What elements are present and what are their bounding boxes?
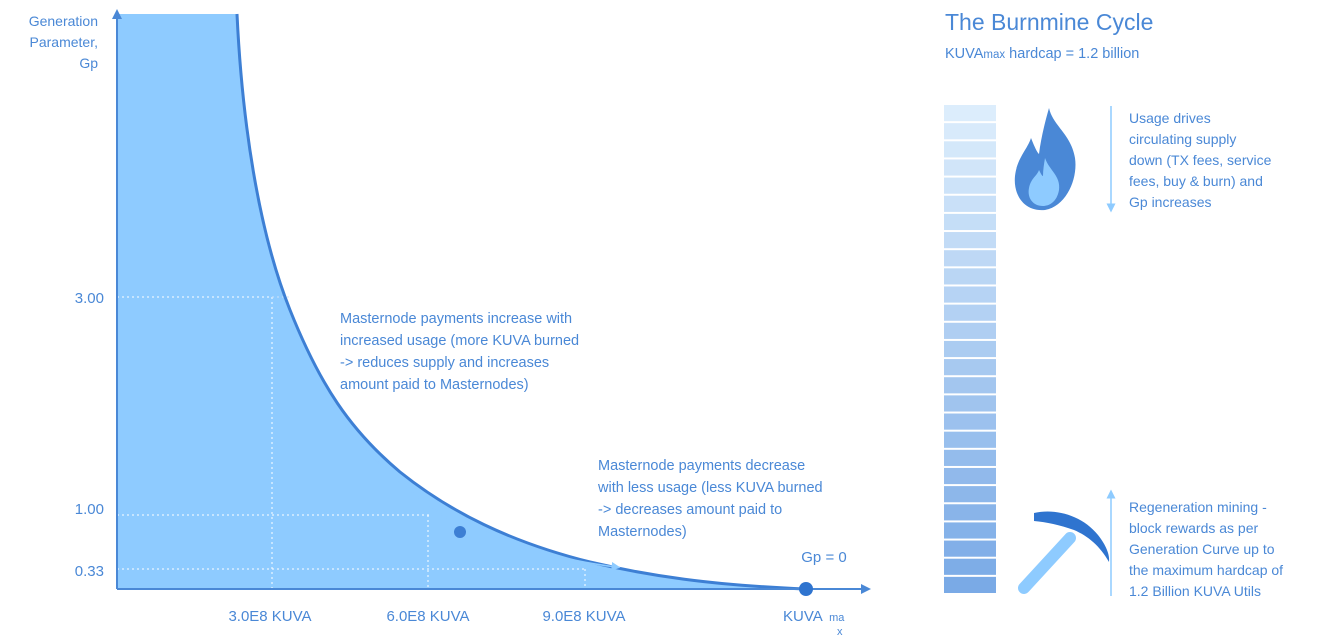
- supply-stack-segment: [944, 558, 996, 575]
- supply-stack-segment: [944, 576, 996, 593]
- supply-stack-segment: [944, 340, 996, 358]
- annotation-increase-line-3: -> reduces supply and increases: [340, 355, 549, 371]
- supply-stack-segment: [944, 213, 996, 231]
- supply-stack-segment: [944, 232, 996, 249]
- y-axis-label-line-3: Gp: [79, 55, 98, 71]
- y-axis-label-line-1: Generation: [29, 13, 98, 29]
- supply-stack-segment: [944, 522, 996, 539]
- supply-stack-segment: [944, 359, 996, 376]
- supply-stack-segment: [944, 322, 996, 339]
- supply-stack-segment: [944, 286, 996, 303]
- y-tick-3: 3.00: [75, 290, 104, 307]
- usage-text-line-5: Gp increases: [1129, 194, 1211, 210]
- grid-lines: [117, 296, 586, 589]
- burnmine-title: The Burnmine Cycle: [945, 9, 1153, 35]
- supply-stack-segment: [944, 268, 996, 285]
- mining-text-line-1: Regeneration mining -: [1129, 499, 1267, 515]
- y-tick-033: 0.33: [75, 563, 104, 580]
- burnmine-subtitle: KUVAmax hardcap = 1.2 billion: [945, 46, 1139, 62]
- current-point: [454, 526, 466, 538]
- usage-text-line-3: down (TX fees, service: [1129, 152, 1272, 168]
- mining-text-line-2: block rewards as per: [1129, 520, 1259, 536]
- decrease-arrow: [473, 523, 621, 571]
- area-fill: [117, 14, 805, 589]
- x-tick-9e8: 9.0E8 KUVA: [542, 608, 625, 625]
- supply-stack-segment: [944, 159, 996, 176]
- annotation-decrease: Masternode payments decrease with less u…: [597, 458, 823, 540]
- supply-stack-segment: [944, 467, 996, 485]
- generation-curve: [235, 13, 806, 591]
- burnmine-panel: The Burnmine Cycle KUVAmax hardcap = 1.2…: [944, 9, 1283, 599]
- usage-text-line-4: fees, buy & burn) and: [1129, 173, 1263, 189]
- supply-stack-segment: [944, 250, 996, 267]
- y-axis-label-line-2: Parameter,: [30, 34, 98, 50]
- annotation-increase: Masternode payments increase with increa…: [340, 311, 579, 393]
- mining-text-line-4: the maximum hardcap of: [1129, 562, 1283, 578]
- supply-stack-segment: [944, 395, 996, 412]
- supply-stack-segment: [944, 449, 996, 466]
- supply-stack-segment: [944, 413, 996, 430]
- annotation-decrease-line-3: -> decreases amount paid to: [598, 502, 782, 518]
- supply-stack-segment: [944, 431, 996, 448]
- annotation-increase-line-4: amount paid to Masternodes): [340, 377, 529, 393]
- mining-text-line-3: Generation Curve up to: [1129, 541, 1275, 557]
- fire-icon: [1014, 108, 1076, 211]
- chart: Generation Parameter, Gp 3.00 1.00 0.33 …: [29, 9, 871, 638]
- supply-stack: [944, 105, 996, 593]
- supply-stack-segment: [944, 177, 996, 194]
- x-tick-kuva-max: KUVA ma: [783, 608, 845, 625]
- supply-stack-segment: [944, 123, 996, 140]
- supply-stack-segment: [944, 195, 996, 212]
- annotation-increase-line-2: increased usage (more KUVA burned: [340, 333, 579, 349]
- supply-stack-segment: [944, 504, 996, 521]
- annotation-decrease-line-2: with less usage (less KUVA burned: [597, 480, 823, 496]
- usage-text: Usage drives circulating supply down (TX…: [1129, 110, 1272, 210]
- y-tick-1: 1.00: [75, 501, 104, 518]
- endpoint-label: Gp = 0: [801, 549, 846, 566]
- x-tick-3e8: 3.0E8 KUVA: [228, 608, 311, 625]
- pickaxe-icon: [1018, 511, 1110, 594]
- endpoint-point: [799, 582, 813, 596]
- x-tick-6e8: 6.0E8 KUVA: [386, 608, 469, 625]
- supply-stack-segment: [944, 105, 996, 122]
- usage-text-line-2: circulating supply: [1129, 131, 1236, 147]
- x-tick-kuva-max-sub: x: [837, 626, 843, 638]
- mining-text: Regeneration mining - block rewards as p…: [1129, 499, 1283, 599]
- annotation-decrease-line-4: Masternodes): [598, 524, 687, 540]
- supply-stack-segment: [944, 377, 996, 394]
- supply-stack-segment: [944, 540, 996, 557]
- annotation-decrease-line-1: Masternode payments decrease: [598, 458, 805, 474]
- annotation-increase-line-1: Masternode payments increase with: [340, 311, 572, 327]
- supply-stack-segment: [944, 304, 996, 321]
- supply-stack-segment: [944, 486, 996, 503]
- mining-text-line-5: 1.2 Billion KUVA Utils: [1129, 583, 1261, 599]
- increase-arrow: [338, 416, 448, 519]
- usage-text-line-1: Usage drives: [1129, 110, 1211, 126]
- supply-stack-segment: [944, 141, 996, 158]
